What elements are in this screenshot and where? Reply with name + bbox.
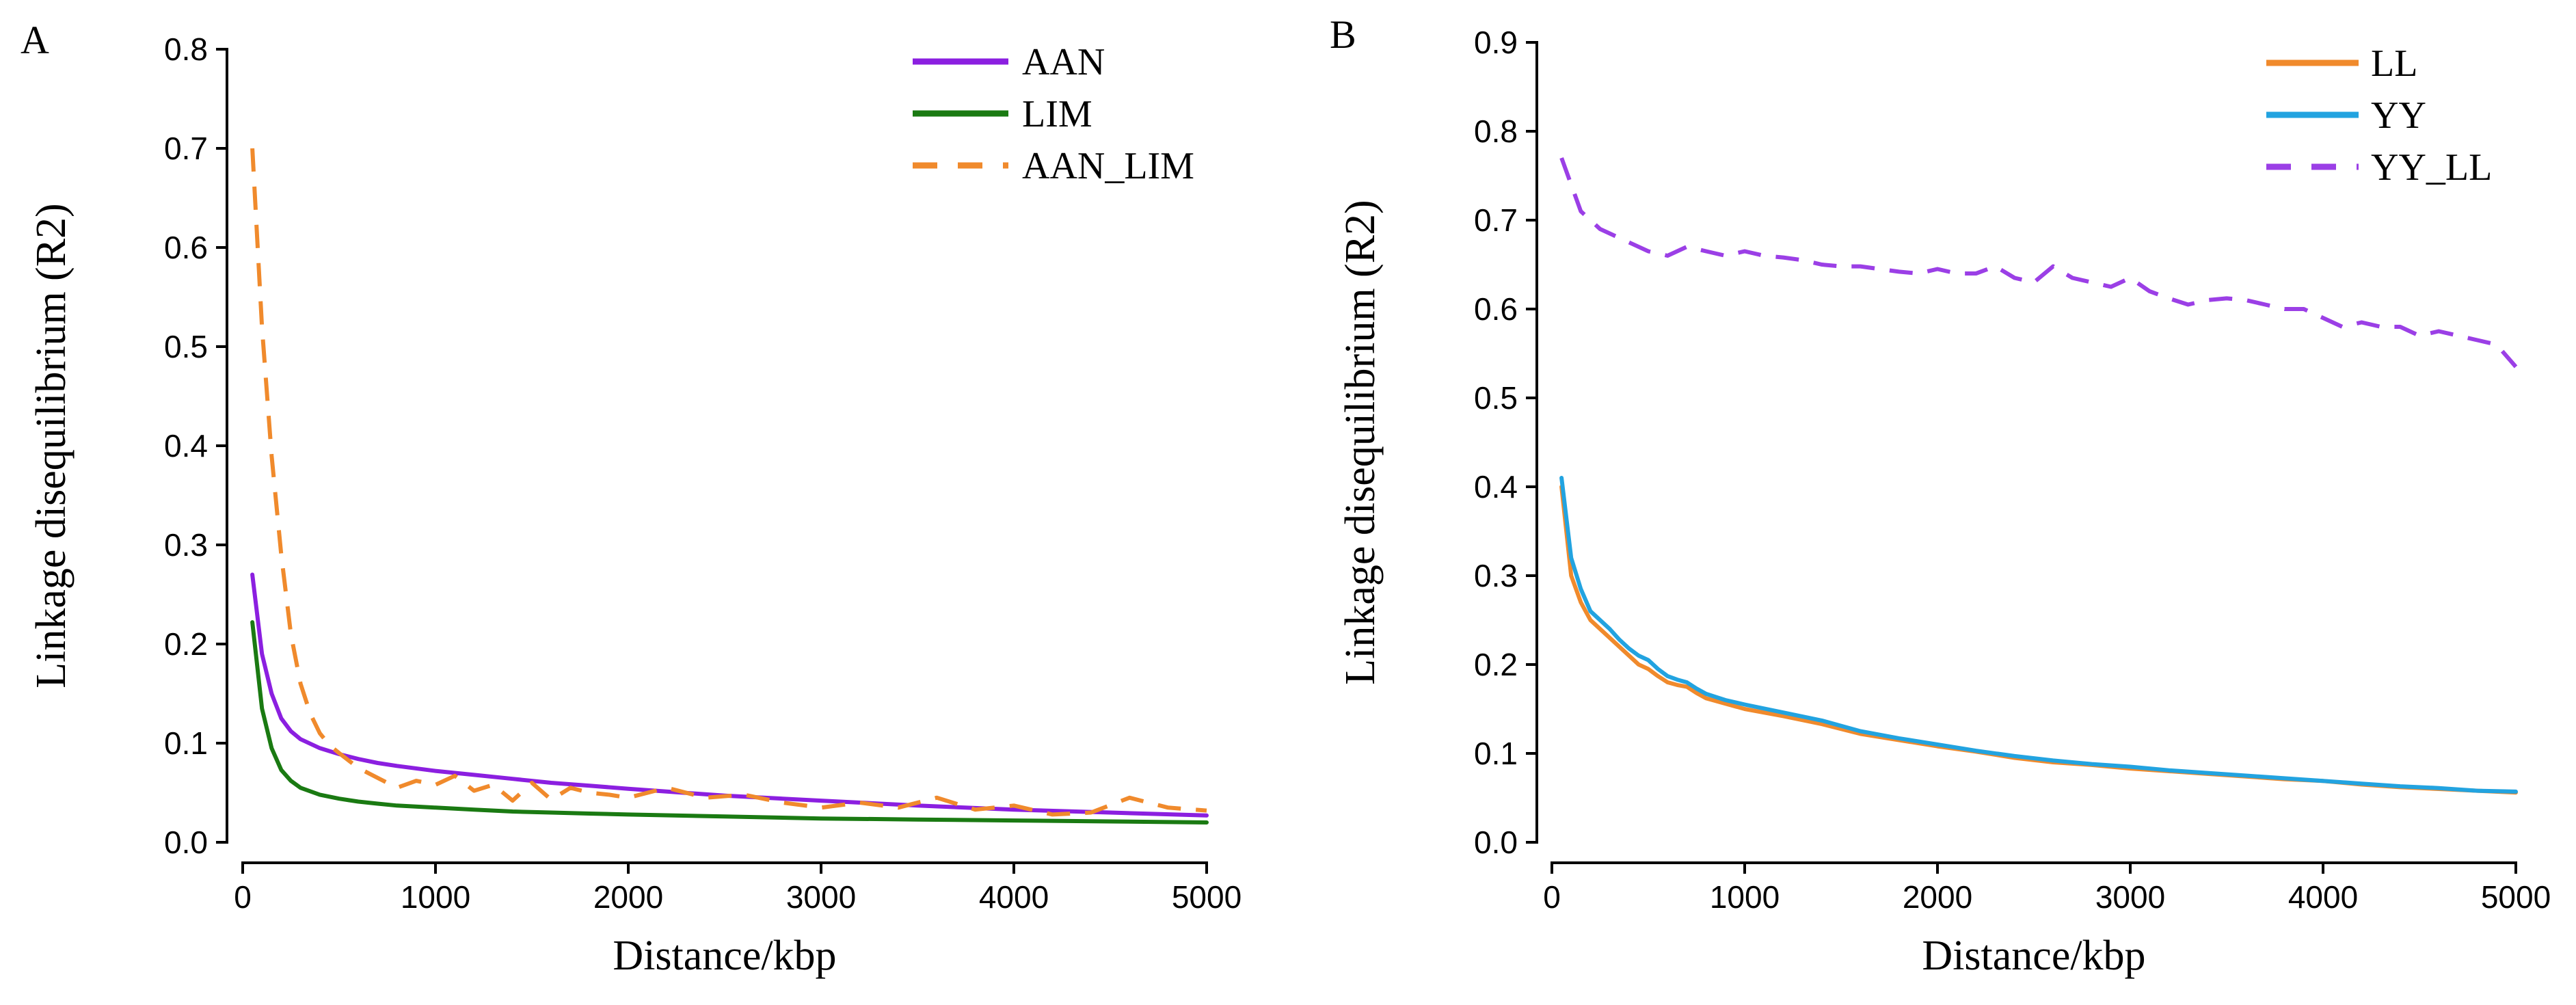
y-tick-label: 0.3 — [1474, 558, 1518, 593]
x-tick-label: 0 — [1543, 879, 1561, 915]
y-tick-label: 0.8 — [164, 31, 208, 67]
series-line-lim — [250, 620, 1209, 825]
y-tick-label: 0.4 — [164, 428, 208, 464]
series-line-yy — [1559, 476, 2518, 794]
y-tick-label: 0.5 — [1474, 380, 1518, 416]
y-tick-label: 0.7 — [1474, 202, 1518, 238]
x-tick-label: 1000 — [1710, 879, 1780, 915]
y-tick-label: 0.2 — [164, 626, 208, 662]
x-tick-label: 1000 — [401, 879, 470, 915]
panel-label: B — [1330, 12, 1356, 57]
series-line-aan-lim — [250, 148, 1207, 817]
y-tick-label: 0.1 — [164, 725, 208, 761]
series-line-yy-ll — [1559, 157, 2518, 368]
x-tick-label: 5000 — [1172, 879, 1242, 915]
series-line-aan — [250, 572, 1209, 818]
y-tick-label: 0.2 — [1474, 647, 1518, 682]
y-tick-label: 0.6 — [164, 230, 208, 265]
y-tick-label: 0.9 — [1474, 25, 1518, 60]
legend-label: YY_LL — [2371, 146, 2492, 189]
legend-label: LIM — [1022, 93, 1092, 135]
x-tick-label: 3000 — [786, 879, 856, 915]
y-tick-label: 0.1 — [1474, 736, 1518, 771]
x-tick-label: 2000 — [593, 879, 663, 915]
legend-label: AAN_LIM — [1022, 145, 1194, 187]
panel-label: A — [21, 18, 49, 62]
y-tick-label: 0.3 — [164, 527, 208, 563]
x-tick-label: 5000 — [2481, 879, 2551, 915]
panel-a: A 0.0 0.1 0.2 0.3 0.4 0.5 0.6 0.7 0.8 0 1000 2000 300… — [21, 18, 1242, 979]
y-tick-label: 0.0 — [164, 825, 208, 860]
x-tick-label: 0 — [234, 879, 252, 915]
y-tick-label: 0.7 — [164, 131, 208, 166]
legend-label: LL — [2371, 42, 2417, 85]
legend-label: AAN — [1022, 41, 1105, 83]
y-axis-title: Linkage disequilibrium (R2) — [28, 203, 75, 688]
x-tick-label: 4000 — [2288, 879, 2358, 915]
x-tick-label: 3000 — [2095, 879, 2165, 915]
x-axis-title: Distance/kbp — [1922, 933, 2145, 979]
x-tick-label: 4000 — [979, 879, 1049, 915]
y-tick-label: 0.5 — [164, 329, 208, 364]
y-tick-label: 0.4 — [1474, 469, 1518, 505]
x-tick-label: 2000 — [1903, 879, 1972, 915]
series-line-ll — [1559, 485, 2518, 795]
y-tick-label: 0.0 — [1474, 825, 1518, 860]
x-axis-title: Distance/kbp — [613, 933, 836, 979]
panel-b: B 0.0 0.1 0.2 0.3 0.4 0.5 0.6 0.7 0.8 0.9 0 1000 2000… — [1330, 12, 2551, 979]
legend-label: YY — [2371, 94, 2426, 137]
y-tick-label: 0.8 — [1474, 113, 1518, 149]
y-axis-title: Linkage disequilibrium (R2) — [1337, 200, 1384, 684]
y-tick-label: 0.6 — [1474, 291, 1518, 327]
